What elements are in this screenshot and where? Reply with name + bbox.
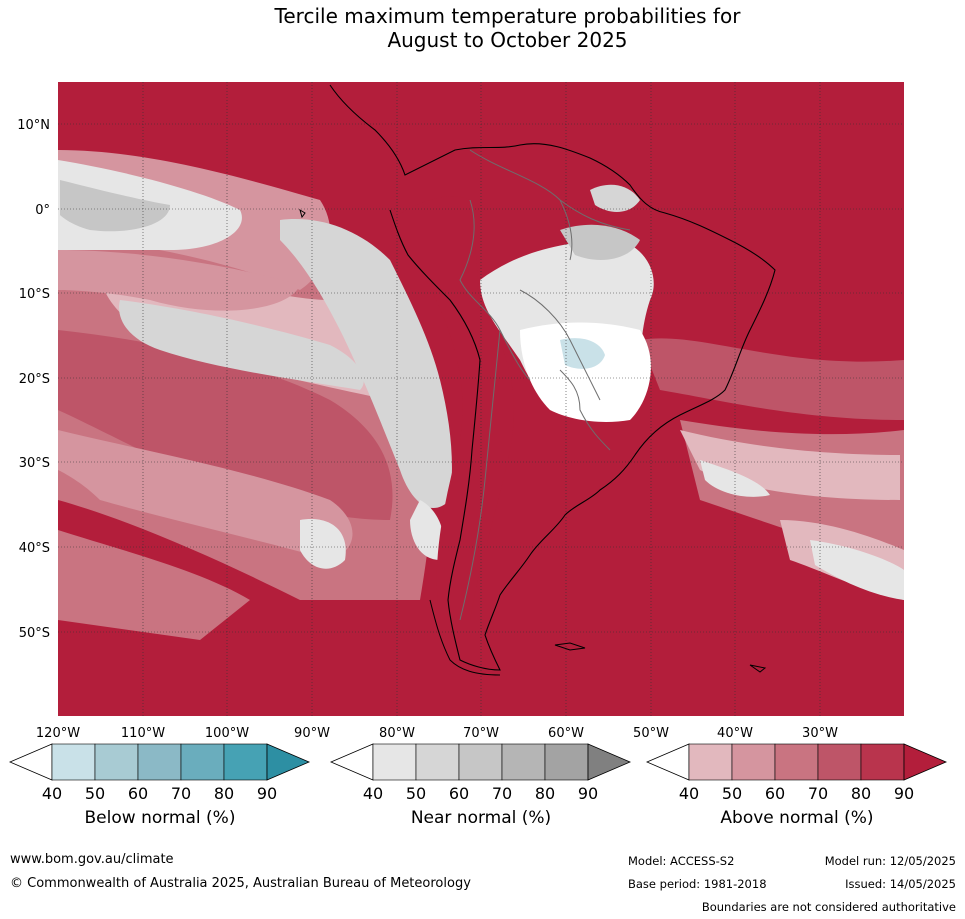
- colorbar-tick-label: 60: [449, 784, 469, 803]
- colorbar-segment: [137, 743, 182, 781]
- colorbar-below-normal: 40 50 60 70 80 90: [8, 743, 311, 803]
- colorbar-tick-label: 40: [679, 784, 699, 803]
- colorbar-tick-label: 80: [851, 784, 871, 803]
- colorbar-segment: [94, 743, 139, 781]
- colorbar-near-normal: 40 50 60 70 80 90: [329, 743, 632, 803]
- colorbar-low-arrow: [8, 743, 53, 781]
- colorbar-high-arrow: [587, 743, 632, 781]
- lat-label: 10°N: [17, 118, 50, 133]
- colorbar-low-arrow: [329, 743, 374, 781]
- longitude-labels: 120°W 110°W 100°W 90°W 80°W 70°W 60°W 50…: [36, 726, 838, 741]
- colorbar-tick-label: 80: [214, 784, 234, 803]
- coastline: [329, 84, 776, 671]
- colorbar-tick-label: 50: [722, 784, 742, 803]
- colorbar-tick-label: 40: [363, 784, 383, 803]
- lon-label: 30°W: [802, 726, 838, 741]
- colorbar-high-arrow: [266, 743, 311, 781]
- base-period-text: Base period: 1981-2018: [628, 877, 767, 891]
- colorbar-high-arrow: [903, 743, 948, 781]
- copyright-text: © Commonwealth of Australia 2025, Austra…: [10, 876, 471, 891]
- colorbar-tick-label: 90: [894, 784, 914, 803]
- model-run-text: Model run: 12/05/2025: [824, 854, 956, 868]
- colorbar-segment: [731, 743, 776, 781]
- lon-label: 60°W: [548, 726, 584, 741]
- colorbar-above-normal: 40 50 60 70 80 90: [645, 743, 948, 803]
- colorbar-tick-label: 40: [42, 784, 62, 803]
- model-text: Model: ACCESS-S2: [628, 854, 735, 868]
- colorbar-near-title: Near normal (%): [410, 808, 552, 828]
- colorbar-segment: [458, 743, 503, 781]
- lon-label: 50°W: [633, 726, 669, 741]
- colorbar-segment: [501, 743, 546, 781]
- latitude-labels: 10°N 0° 10°S 20°S 30°S 40°S 50°S: [17, 118, 50, 641]
- colorbar-tick-label: 70: [808, 784, 828, 803]
- lon-label: 100°W: [205, 726, 249, 741]
- lat-label: 30°S: [19, 456, 50, 471]
- colorbar-segment: [688, 743, 733, 781]
- lon-label: 40°W: [717, 726, 753, 741]
- colorbar-segment: [223, 743, 268, 781]
- lon-label: 120°W: [36, 726, 80, 741]
- country-borders: [459, 149, 631, 621]
- lon-label: 110°W: [121, 726, 165, 741]
- colorbar-above-title: Above normal (%): [720, 808, 874, 828]
- colorbar-segment: [372, 743, 417, 781]
- colorbar-tick-label: 70: [492, 784, 512, 803]
- colorbar-segment: [774, 743, 819, 781]
- website-text: www.bom.gov.au/climate: [10, 852, 174, 867]
- colorbar-segment: [817, 743, 862, 781]
- colorbar-tick-label: 80: [535, 784, 555, 803]
- probability-map: [58, 82, 904, 716]
- colorbar-tick-label: 90: [257, 784, 277, 803]
- lon-label: 70°W: [463, 726, 499, 741]
- lon-label: 90°W: [294, 726, 330, 741]
- colorbar-tick-label: 60: [128, 784, 148, 803]
- graticule: [58, 82, 904, 716]
- colorbar-segment: [180, 743, 225, 781]
- colorbar-tick-label: 60: [765, 784, 785, 803]
- title-line-2: August to October 2025: [387, 28, 628, 52]
- colorbar-tick-label: 70: [171, 784, 191, 803]
- colorbar-segment: [860, 743, 905, 781]
- colorbar-tick-label: 50: [85, 784, 105, 803]
- colorbar-segment: [544, 743, 589, 781]
- lat-label: 40°S: [19, 541, 50, 556]
- lat-label: 20°S: [19, 372, 50, 387]
- colorbar-segment: [415, 743, 460, 781]
- lat-label: 0°: [35, 203, 50, 218]
- colorbar-below-title: Below normal (%): [84, 808, 236, 828]
- lat-label: 10°S: [19, 287, 50, 302]
- colorbar-segment: [51, 743, 96, 781]
- map-title: Tercile maximum temperature probabilitie…: [0, 4, 965, 52]
- colorbar-tick-label: 50: [406, 784, 426, 803]
- title-line-1: Tercile maximum temperature probabilitie…: [274, 4, 741, 28]
- lat-label: 50°S: [19, 626, 50, 641]
- lon-label: 80°W: [379, 726, 415, 741]
- colorbar-tick-label: 90: [578, 784, 598, 803]
- boundaries-text: Boundaries are not considered authoritat…: [701, 900, 956, 914]
- colorbar-low-arrow: [645, 743, 690, 781]
- issued-text: Issued: 14/05/2025: [845, 877, 956, 891]
